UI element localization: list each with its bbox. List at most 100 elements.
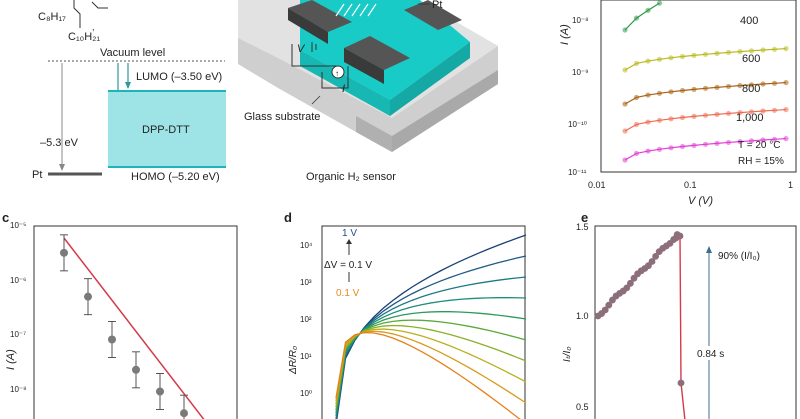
curve-label-600: 600 <box>742 53 760 65</box>
response-point <box>676 232 684 240</box>
iv-curve-point <box>679 143 686 150</box>
panel-e-ytick-0: 1.5 <box>576 222 589 232</box>
iv-curve-point <box>622 67 628 73</box>
iv-curve-point <box>622 27 628 33</box>
resistance-curve <box>335 276 527 419</box>
iv-curve-point <box>633 60 640 67</box>
panel-b-xlabel: V (V) <box>688 195 713 207</box>
panel-b-ytick-0: 10⁻⁸ <box>572 16 589 25</box>
iv-curve-point <box>714 140 720 146</box>
iv-curve-point <box>656 0 663 6</box>
glass-substrate-label: Glass substrate <box>244 111 320 123</box>
response-point <box>652 252 659 260</box>
device-i-label: I <box>342 83 345 95</box>
response-point <box>627 279 634 287</box>
panel-c-letter: c <box>2 210 9 225</box>
panel-e-letter: e <box>581 210 588 225</box>
iv-curve-point <box>622 128 628 134</box>
panel-e-time-label: 0.84 s <box>697 349 724 360</box>
panel-e-ylabel: Iₜ/I₀ <box>562 347 573 363</box>
panel-c-ytick-1: 10⁻⁶ <box>10 276 26 285</box>
curve-label-800: 800 <box>742 83 760 95</box>
iv-curve-point <box>691 142 697 148</box>
data-point <box>156 387 164 396</box>
panel-b-xtick-0: 0.01 <box>588 180 606 190</box>
iv-curve-point <box>656 117 663 123</box>
data-point <box>108 335 116 344</box>
iv-curve-point <box>748 109 755 115</box>
curve-label-400: 400 <box>740 15 758 27</box>
iv-curve-point <box>748 138 755 144</box>
iv-curve-point <box>645 148 651 154</box>
panel-e-ytick-2: 0.5 <box>576 402 589 412</box>
panel-d-letter: d <box>284 210 292 225</box>
pt-label: Pt <box>32 169 42 181</box>
panel-e-pct-label: 90% (I/I₀) <box>718 251 760 262</box>
iv-curve-point <box>725 110 732 117</box>
curve-label-1000: 1,000 <box>736 112 764 124</box>
panel-a-energy-diagram: C₈H₁₇ C₁₀H₂₁ , Vacuum level LUMO (–3.50 … <box>32 0 226 183</box>
resistance-curve <box>336 234 527 419</box>
iv-curve-point <box>668 89 674 95</box>
response-point <box>623 284 631 292</box>
data-point <box>132 365 140 374</box>
resistance-curve <box>335 255 527 419</box>
data-point <box>180 409 188 418</box>
iv-curve-point <box>714 50 720 56</box>
iv-curve-point <box>783 135 789 142</box>
panel-b-ytick-3: 10⁻¹¹ <box>568 168 587 177</box>
vacuum-level-label: Vacuum level <box>100 47 165 59</box>
iv-curve-point <box>645 119 651 125</box>
iv-curve-point <box>691 86 697 92</box>
panel-d-bottom-label: 0.1 V <box>336 288 360 299</box>
resistance-curve <box>335 330 527 404</box>
iv-curve-line <box>624 2 660 31</box>
data-point <box>84 292 92 301</box>
iv-curve-point <box>679 114 686 121</box>
panel-e-chart: e 1.5 1.0 0.5 Iₜ/I₀ 90% (I/I₀) 0.84 s <box>562 210 797 419</box>
lumo-label: LUMO (–3.50 eV) <box>136 71 222 83</box>
iv-curve-point <box>668 116 674 122</box>
panel-b-rh: RH = 15% <box>738 156 784 167</box>
panel-b-iv-chart: I (A) 10⁻⁸ 10⁻⁹ 10⁻¹⁰ 10⁻¹¹ 0.01 0.1 1 V… <box>559 0 797 207</box>
iv-curve-point <box>737 109 743 116</box>
iv-curve-point <box>714 84 720 90</box>
iv-curve-point <box>771 107 778 113</box>
panel-d-ytick-2: 10² <box>300 315 312 324</box>
panel-d-chart: d 10⁴ 10³ 10² 10¹ 10⁰ ΔR/R₀ 1 V ΔV = 0.1… <box>284 210 527 419</box>
panel-b-ytick-2: 10⁻¹⁰ <box>568 120 587 129</box>
alkyl-label-c10: C₁₀H₂₁ <box>68 31 100 43</box>
iv-curve-point <box>645 7 651 13</box>
iv-curve-point <box>656 146 663 152</box>
resistance-curve <box>335 297 527 417</box>
iv-curve-point <box>622 157 628 163</box>
data-point <box>60 248 68 257</box>
iv-curve-point <box>771 80 778 86</box>
iv-curve-point <box>760 47 766 53</box>
iv-curve-point <box>691 52 697 58</box>
panel-e-ytick-1: 1.0 <box>576 311 589 321</box>
panel-d-ytick-1: 10³ <box>300 278 312 287</box>
panel-d-top-label: 1 V <box>342 228 357 239</box>
iv-curve-point <box>725 49 732 56</box>
iv-curve-point <box>783 45 789 52</box>
iv-curve-point <box>748 82 755 88</box>
iv-curve-point <box>760 108 766 114</box>
panel-c-chart: c 10⁻⁵ 10⁻⁶ 10⁻⁷ 10⁻⁸ I (A) <box>2 210 238 419</box>
panel-c-ytick-2: 10⁻⁷ <box>10 330 26 339</box>
iv-curve-point <box>714 111 720 117</box>
iv-curve-point <box>702 51 709 57</box>
iv-curve-point <box>691 113 697 119</box>
panel-b-ytick-1: 10⁻⁹ <box>572 68 589 77</box>
iv-curve-point <box>771 46 778 52</box>
device-pt-label: Pt <box>432 0 442 11</box>
panel-b-temp: T = 20 °C <box>738 140 780 151</box>
homo-label: HOMO (–5.20 eV) <box>131 171 220 183</box>
svg-text:,: , <box>92 22 95 32</box>
iv-curve-point <box>645 58 651 64</box>
iv-curve-point <box>783 106 789 113</box>
panel-b-ylabel: I (A) <box>559 24 571 45</box>
iv-curve-point <box>725 83 732 90</box>
panel-c-ytick-3: 10⁻⁸ <box>10 385 27 394</box>
iv-curve-point <box>748 48 755 54</box>
